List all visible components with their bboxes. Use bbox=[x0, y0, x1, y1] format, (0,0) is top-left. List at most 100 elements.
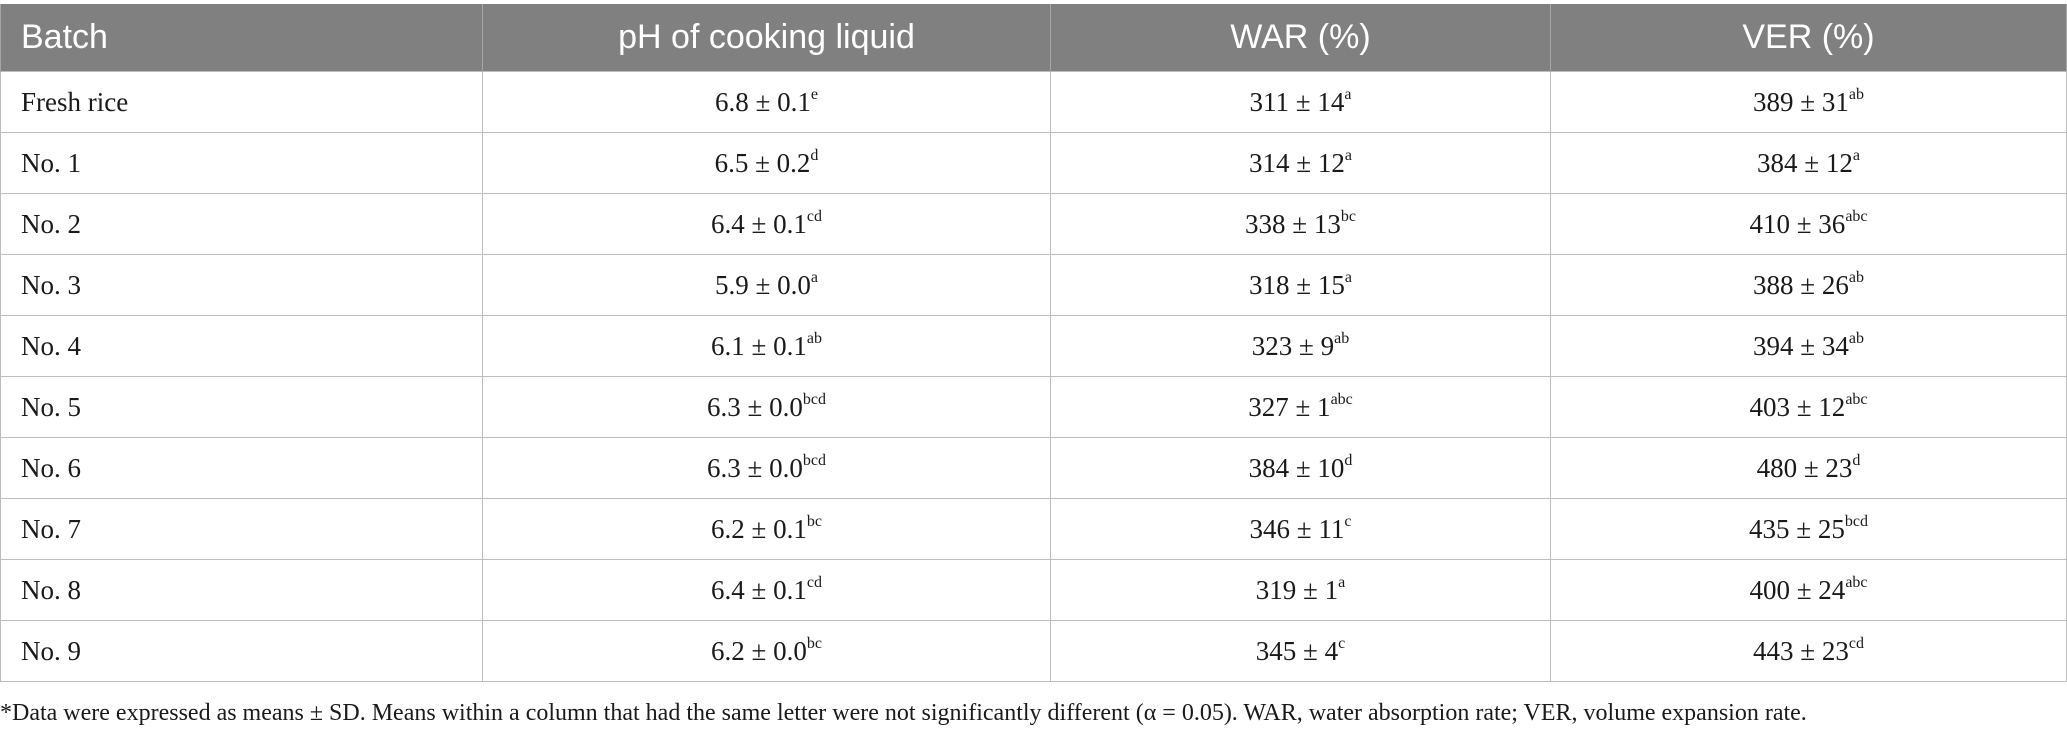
cell-war-significance-letter: a bbox=[1338, 573, 1346, 591]
header-row: Batch pH of cooking liquid WAR (%) VER (… bbox=[0, 4, 2067, 72]
cell-war-value: 319 ± 1 bbox=[1255, 574, 1339, 605]
cell-ph-value: 6.2 ± 0.1 bbox=[711, 513, 807, 544]
cell-batch: Fresh rice bbox=[0, 71, 483, 133]
cell-ver-value: 394 ± 34 bbox=[1753, 330, 1849, 361]
cell-war-significance-letter: c bbox=[1338, 634, 1346, 652]
cell-ph: 5.9 ± 0.0a bbox=[482, 254, 1051, 316]
cell-ph: 6.8 ± 0.1e bbox=[482, 71, 1051, 133]
cell-war-value: 346 ± 11 bbox=[1249, 513, 1345, 544]
cell-ph-significance-letter: a bbox=[810, 268, 818, 286]
cell-ver: 389 ± 31ab bbox=[1550, 71, 2067, 133]
cell-ph-value: 6.3 ± 0.0 bbox=[707, 391, 803, 422]
header-ph: pH of cooking liquid bbox=[482, 4, 1051, 72]
cell-ver-significance-letter: abc bbox=[1845, 573, 1868, 591]
cell-war-significance-letter: ab bbox=[1334, 329, 1350, 347]
cell-batch: No. 1 bbox=[0, 132, 483, 194]
cell-war: 311 ± 14a bbox=[1050, 71, 1551, 133]
cell-ph-significance-letter: ab bbox=[806, 329, 822, 347]
cell-ph-significance-letter: bc bbox=[806, 634, 822, 652]
cell-batch: No. 6 bbox=[0, 437, 483, 499]
cell-ph: 6.1 ± 0.1ab bbox=[482, 315, 1051, 377]
cell-batch: No. 8 bbox=[0, 559, 483, 621]
table-row: No. 6 6.3 ± 0.0bcd 384 ± 10d 480 ± 23d bbox=[0, 437, 2067, 499]
cell-war-value: 384 ± 10 bbox=[1248, 452, 1345, 483]
cell-ver-value: 400 ± 24 bbox=[1749, 574, 1846, 605]
cell-war-significance-letter: a bbox=[1344, 146, 1352, 164]
cell-ver-significance-letter: abc bbox=[1845, 207, 1868, 225]
cell-war: 319 ± 1a bbox=[1050, 559, 1551, 621]
cell-ph-significance-letter: cd bbox=[806, 573, 822, 591]
table-row: No. 4 6.1 ± 0.1ab 323 ± 9ab 394 ± 34ab bbox=[0, 315, 2067, 377]
cell-ver-value: 410 ± 36 bbox=[1749, 208, 1846, 239]
table-row: Fresh rice 6.8 ± 0.1e 311 ± 14a 389 ± 31ab bbox=[0, 71, 2067, 133]
cell-ph: 6.2 ± 0.0bc bbox=[482, 620, 1051, 682]
cell-war-value: 345 ± 4 bbox=[1255, 635, 1339, 666]
table-row: No. 9 6.2 ± 0.0bc 345 ± 4c 443 ± 23cd bbox=[0, 620, 2067, 682]
cell-ph-significance-letter: bc bbox=[806, 512, 822, 530]
table-body: Fresh rice 6.8 ± 0.1e 311 ± 14a 389 ± 31ab N… bbox=[0, 71, 2067, 682]
cell-batch: No. 4 bbox=[0, 315, 483, 377]
cell-ver-value: 388 ± 26 bbox=[1753, 269, 1849, 300]
cell-ph-value: 6.4 ± 0.1 bbox=[711, 574, 807, 605]
cell-ph-value: 6.8 ± 0.1 bbox=[715, 86, 811, 117]
cell-batch: No. 2 bbox=[0, 193, 483, 255]
cell-ph: 6.3 ± 0.0bcd bbox=[482, 437, 1051, 499]
cell-ph-value: 6.1 ± 0.1 bbox=[711, 330, 807, 361]
cell-ver: 394 ± 34ab bbox=[1550, 315, 2067, 377]
cell-war: 338 ± 13bc bbox=[1050, 193, 1551, 255]
cell-ver-value: 480 ± 23 bbox=[1756, 452, 1853, 483]
cell-war: 323 ± 9ab bbox=[1050, 315, 1551, 377]
cell-ver-value: 443 ± 23 bbox=[1753, 635, 1849, 666]
cell-ver-significance-letter: ab bbox=[1848, 329, 1864, 347]
cell-war: 384 ± 10d bbox=[1050, 437, 1551, 499]
cell-ver-significance-letter: bcd bbox=[1844, 512, 1868, 530]
table-row: No. 1 6.5 ± 0.2d 314 ± 12a 384 ± 12a bbox=[0, 132, 2067, 194]
header-ver: VER (%) bbox=[1550, 4, 2067, 72]
cell-ver-significance-letter: cd bbox=[1848, 634, 1864, 652]
cell-ph: 6.3 ± 0.0bcd bbox=[482, 376, 1051, 438]
cell-ph-significance-letter: cd bbox=[806, 207, 822, 225]
cell-ver-significance-letter: ab bbox=[1848, 268, 1864, 286]
cell-batch: No. 9 bbox=[0, 620, 483, 682]
table-row: No. 8 6.4 ± 0.1cd 319 ± 1a 400 ± 24abc bbox=[0, 559, 2067, 621]
table-row: No. 3 5.9 ± 0.0a 318 ± 15a 388 ± 26ab bbox=[0, 254, 2067, 316]
cell-war: 314 ± 12a bbox=[1050, 132, 1551, 194]
cell-batch: No. 3 bbox=[0, 254, 483, 316]
cell-ver: 435 ± 25bcd bbox=[1550, 498, 2067, 560]
cell-war-significance-letter: abc bbox=[1330, 390, 1353, 408]
cell-ver: 480 ± 23d bbox=[1550, 437, 2067, 499]
cell-ph-significance-letter: bcd bbox=[802, 390, 826, 408]
cell-war-value: 311 ± 14 bbox=[1249, 86, 1345, 117]
cell-ph-value: 6.4 ± 0.1 bbox=[711, 208, 807, 239]
cell-war-significance-letter: a bbox=[1344, 85, 1352, 103]
cell-war-significance-letter: c bbox=[1344, 512, 1352, 530]
cell-ver: 443 ± 23cd bbox=[1550, 620, 2067, 682]
table-row: No. 5 6.3 ± 0.0bcd 327 ± 1abc 403 ± 12abc bbox=[0, 376, 2067, 438]
header-batch: Batch bbox=[0, 4, 483, 72]
cell-ver-significance-letter: abc bbox=[1845, 390, 1868, 408]
cell-batch: No. 7 bbox=[0, 498, 483, 560]
cell-war: 345 ± 4c bbox=[1050, 620, 1551, 682]
cell-ph-value: 6.5 ± 0.2 bbox=[714, 147, 811, 178]
data-table-container: Batch pH of cooking liquid WAR (%) VER (… bbox=[0, 4, 2067, 682]
cell-war-value: 323 ± 9 bbox=[1251, 330, 1335, 361]
cell-ph: 6.2 ± 0.1bc bbox=[482, 498, 1051, 560]
header-war: WAR (%) bbox=[1050, 4, 1551, 72]
cell-ver: 384 ± 12a bbox=[1550, 132, 2067, 194]
cell-war: 318 ± 15a bbox=[1050, 254, 1551, 316]
table-footnote: *Data were expressed as means ± SD. Mean… bbox=[0, 700, 1807, 726]
cell-ph: 6.4 ± 0.1cd bbox=[482, 193, 1051, 255]
table-row: No. 7 6.2 ± 0.1bc 346 ± 11c 435 ± 25bcd bbox=[0, 498, 2067, 560]
cell-ver-value: 403 ± 12 bbox=[1749, 391, 1846, 422]
table-row: No. 2 6.4 ± 0.1cd 338 ± 13bc 410 ± 36abc bbox=[0, 193, 2067, 255]
cell-war: 346 ± 11c bbox=[1050, 498, 1551, 560]
cell-ph: 6.5 ± 0.2d bbox=[482, 132, 1051, 194]
cell-war-significance-letter: bc bbox=[1340, 207, 1356, 225]
cell-ph-value: 6.3 ± 0.0 bbox=[707, 452, 803, 483]
cell-war-value: 327 ± 1 bbox=[1248, 391, 1331, 422]
data-table: Batch pH of cooking liquid WAR (%) VER (… bbox=[0, 4, 2067, 682]
cell-ver-significance-letter: d bbox=[1852, 451, 1861, 469]
table-header: Batch pH of cooking liquid WAR (%) VER (… bbox=[0, 4, 2067, 72]
cell-batch: No. 5 bbox=[0, 376, 483, 438]
cell-ver-value: 435 ± 25 bbox=[1749, 513, 1845, 544]
